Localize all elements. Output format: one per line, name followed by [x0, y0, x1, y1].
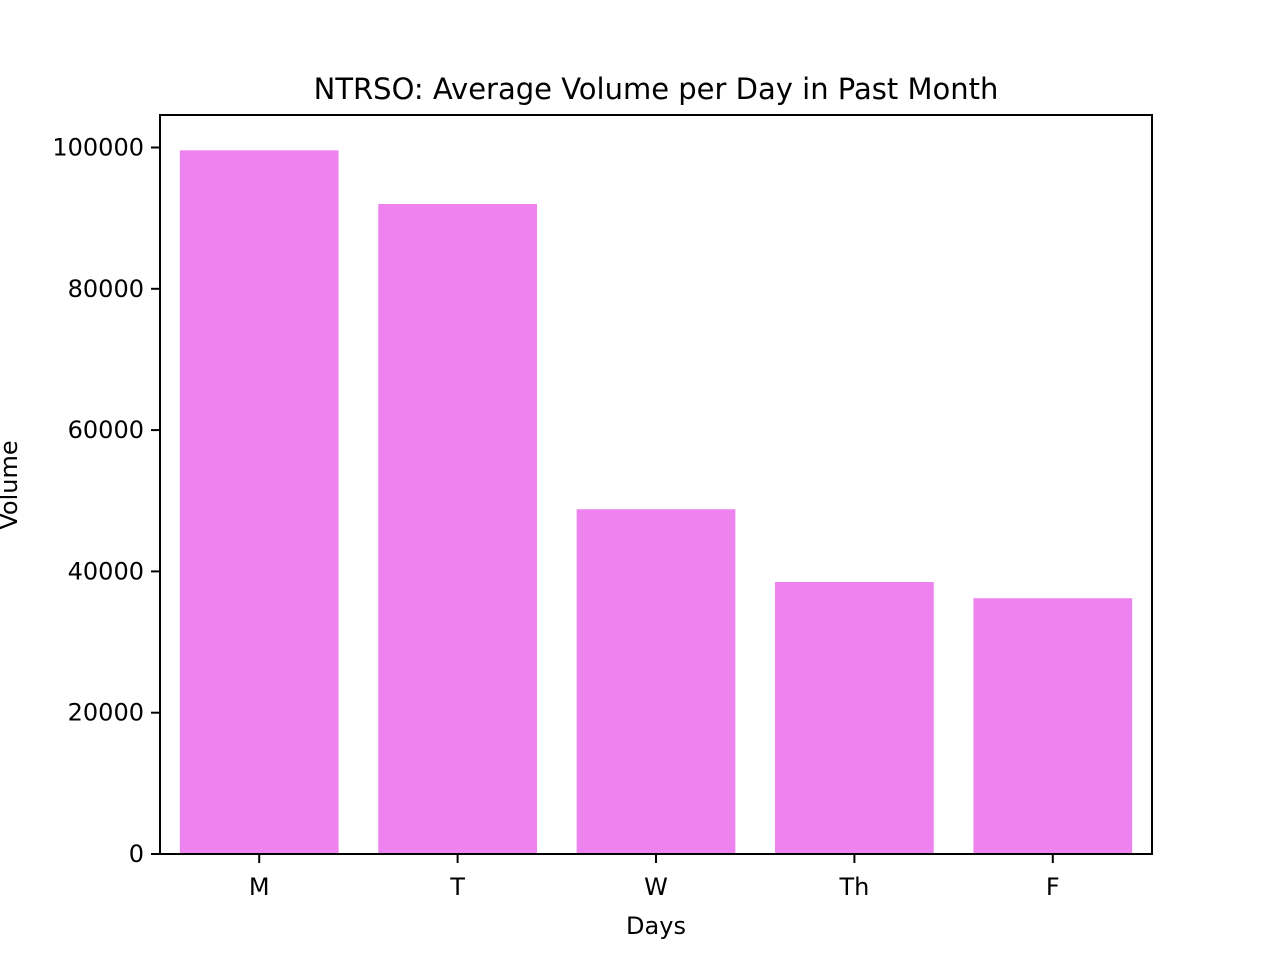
x-tick-label: M — [249, 873, 270, 901]
y-tick-label: 60000 — [68, 416, 144, 444]
y-tick-label: 100000 — [52, 133, 144, 161]
x-tick-label: W — [644, 873, 668, 901]
y-axis: 0 20000 40000 60000 80000 100000 — [52, 133, 160, 868]
bar-th — [775, 581, 934, 854]
bars-layer — [179, 150, 1133, 855]
x-tick-label: F — [1046, 873, 1060, 901]
bar-w — [576, 509, 736, 854]
y-tick-label: 20000 — [68, 699, 144, 727]
x-tick-label: T — [449, 873, 465, 901]
chart-title: NTRSO: Average Volume per Day in Past Mo… — [314, 72, 999, 106]
x-axis: M T W Th F — [249, 854, 1060, 901]
y-tick-label: 0 — [129, 840, 144, 868]
bar-f — [973, 598, 1133, 854]
bar-m — [179, 150, 339, 854]
x-axis-label: Days — [626, 912, 686, 940]
x-tick-label: Th — [838, 873, 869, 901]
y-axis-label: Volume — [0, 440, 23, 529]
y-tick-label: 80000 — [68, 275, 144, 303]
bar-t — [378, 204, 537, 855]
y-tick-label: 40000 — [68, 557, 144, 585]
